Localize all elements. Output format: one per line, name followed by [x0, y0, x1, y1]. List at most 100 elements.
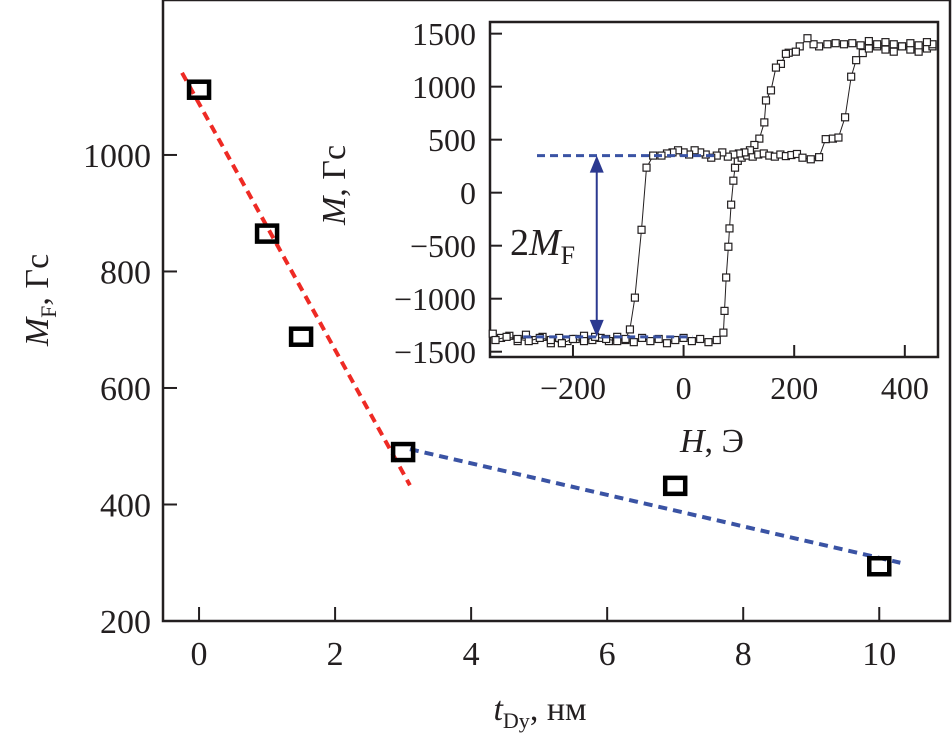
- hysteresis-point-marker: [760, 118, 769, 127]
- hysteresis-point-marker: [524, 336, 533, 346]
- inset-y-axis-label: M, Гс: [316, 145, 353, 226]
- hysteresis-point-marker: [823, 40, 832, 49]
- hysteresis-point-marker: [725, 224, 734, 233]
- hysteresis-point-marker: [864, 36, 873, 46]
- main-x-tick-label: 6: [599, 636, 616, 673]
- hysteresis-point-marker: [852, 56, 861, 65]
- hysteresis-point-marker: [798, 153, 807, 162]
- main-y-tick-label: 200: [100, 604, 151, 641]
- main-x-tick-label: 4: [463, 636, 480, 673]
- main-y-tick-label: 800: [100, 254, 151, 291]
- hysteresis-point-marker: [557, 339, 567, 348]
- hysteresis-point-marker: [906, 39, 915, 48]
- hysteresis-point-marker: [642, 163, 651, 172]
- main-x-tick-label: 10: [862, 636, 896, 673]
- hysteresis-point-marker: [766, 86, 776, 95]
- hysteresis-point-marker: [513, 334, 522, 344]
- hysteresis-point-marker: [704, 338, 713, 347]
- inset-y-tick-label: 0: [460, 175, 476, 211]
- inset-y-tick-label: −1500: [394, 334, 476, 370]
- inset-y-tick-label: 1000: [412, 69, 476, 105]
- hysteresis-point-marker: [881, 45, 890, 54]
- inset-x-tick-label: 200: [770, 370, 818, 406]
- hysteresis-point-marker: [922, 38, 932, 47]
- hysteresis-point-marker: [781, 49, 791, 58]
- hysteresis-point-marker: [889, 47, 898, 56]
- hysteresis-point-marker: [630, 293, 640, 302]
- hysteresis-point-marker: [840, 113, 850, 122]
- hysteresis-point-marker: [889, 40, 898, 49]
- hysteresis-point-marker: [727, 200, 736, 209]
- inset-x-tick-label: −200: [540, 370, 606, 406]
- main-y-tick-label: 600: [100, 371, 151, 408]
- main-x-tick-label: 2: [327, 636, 344, 673]
- data-point-marker: [254, 223, 280, 244]
- hysteresis-point-marker: [625, 325, 635, 334]
- inset-x-tick-label: 400: [881, 370, 929, 406]
- hysteresis-point-marker: [502, 332, 511, 341]
- hysteresis-point-marker: [831, 39, 840, 48]
- inset-y-tick-label: −500: [410, 228, 476, 264]
- hysteresis-point-marker: [881, 38, 890, 47]
- hysteresis-point-marker: [858, 48, 867, 58]
- main-x-tick-label: 0: [191, 636, 208, 673]
- hysteresis-point-marker: [847, 72, 856, 81]
- hysteresis-point-marker: [719, 328, 728, 337]
- hysteresis-point-marker: [621, 334, 630, 344]
- hysteresis-point-marker: [856, 41, 865, 50]
- hysteresis-point-marker: [914, 41, 923, 50]
- hysteresis-point-marker: [629, 338, 638, 347]
- fit-line-blue: [409, 447, 901, 565]
- arrow-head-up: [589, 155, 604, 173]
- hysteresis-point-marker: [671, 335, 680, 345]
- arrow-head-down: [589, 319, 604, 337]
- hysteresis-point-marker: [791, 47, 800, 56]
- hysteresis-point-marker: [755, 134, 764, 143]
- main-x-axis-label: tDy, нм: [493, 691, 586, 733]
- hysteresis-point-marker: [729, 176, 738, 185]
- data-point-marker: [288, 326, 314, 347]
- hysteresis-point-marker: [723, 152, 732, 161]
- hysteresis-point-marker: [696, 334, 705, 344]
- hysteresis-point-marker: [613, 336, 622, 346]
- hysteresis-point-marker: [579, 336, 589, 346]
- hysteresis-point-marker: [722, 273, 731, 282]
- hysteresis-point-marker: [771, 63, 781, 72]
- hysteresis-point-marker: [568, 334, 578, 344]
- inset-frame: [488, 20, 940, 359]
- hysteresis-point-marker: [803, 34, 812, 43]
- hysteresis-point-marker: [724, 242, 733, 251]
- hysteresis-point-marker: [864, 44, 873, 53]
- hysteresis-point-marker: [809, 40, 818, 49]
- hysteresis-point-marker: [730, 163, 740, 172]
- hysteresis-point-marker: [848, 39, 857, 48]
- inset-y-tick-label: 500: [428, 122, 476, 158]
- data-point-marker: [186, 79, 212, 100]
- hysteresis-point-marker: [637, 225, 646, 234]
- hysteresis-point-marker: [662, 339, 672, 348]
- hysteresis-point-marker: [687, 336, 696, 346]
- main-y-tick-label: 400: [100, 487, 151, 524]
- fit-line-red: [180, 71, 412, 487]
- hysteresis-point-marker: [690, 146, 699, 155]
- hysteresis-point-marker: [873, 40, 882, 49]
- hysteresis-point-marker: [491, 335, 500, 345]
- hysteresis-point-marker: [712, 335, 721, 345]
- inset-y-tick-label: 1500: [412, 16, 476, 52]
- data-point-marker: [662, 475, 688, 497]
- inset-y-tick-label: −1000: [394, 281, 476, 317]
- hysteresis-point-marker: [806, 155, 815, 164]
- main-y-tick-label: 1000: [83, 138, 151, 175]
- hysteresis-point-marker: [750, 140, 759, 150]
- inset-x-tick-label: 0: [676, 370, 692, 406]
- data-point-marker: [390, 441, 416, 463]
- hysteresis-point-marker: [821, 135, 830, 144]
- hysteresis-point-marker: [839, 40, 849, 49]
- inset-annotation-2mf: 2MF: [510, 222, 575, 270]
- main-x-tick-label: 8: [735, 636, 752, 673]
- hysteresis-point-marker: [814, 153, 824, 162]
- hysteresis-point-marker: [834, 133, 843, 142]
- hysteresis-point-marker: [720, 306, 729, 315]
- hysteresis-point-marker: [646, 336, 655, 346]
